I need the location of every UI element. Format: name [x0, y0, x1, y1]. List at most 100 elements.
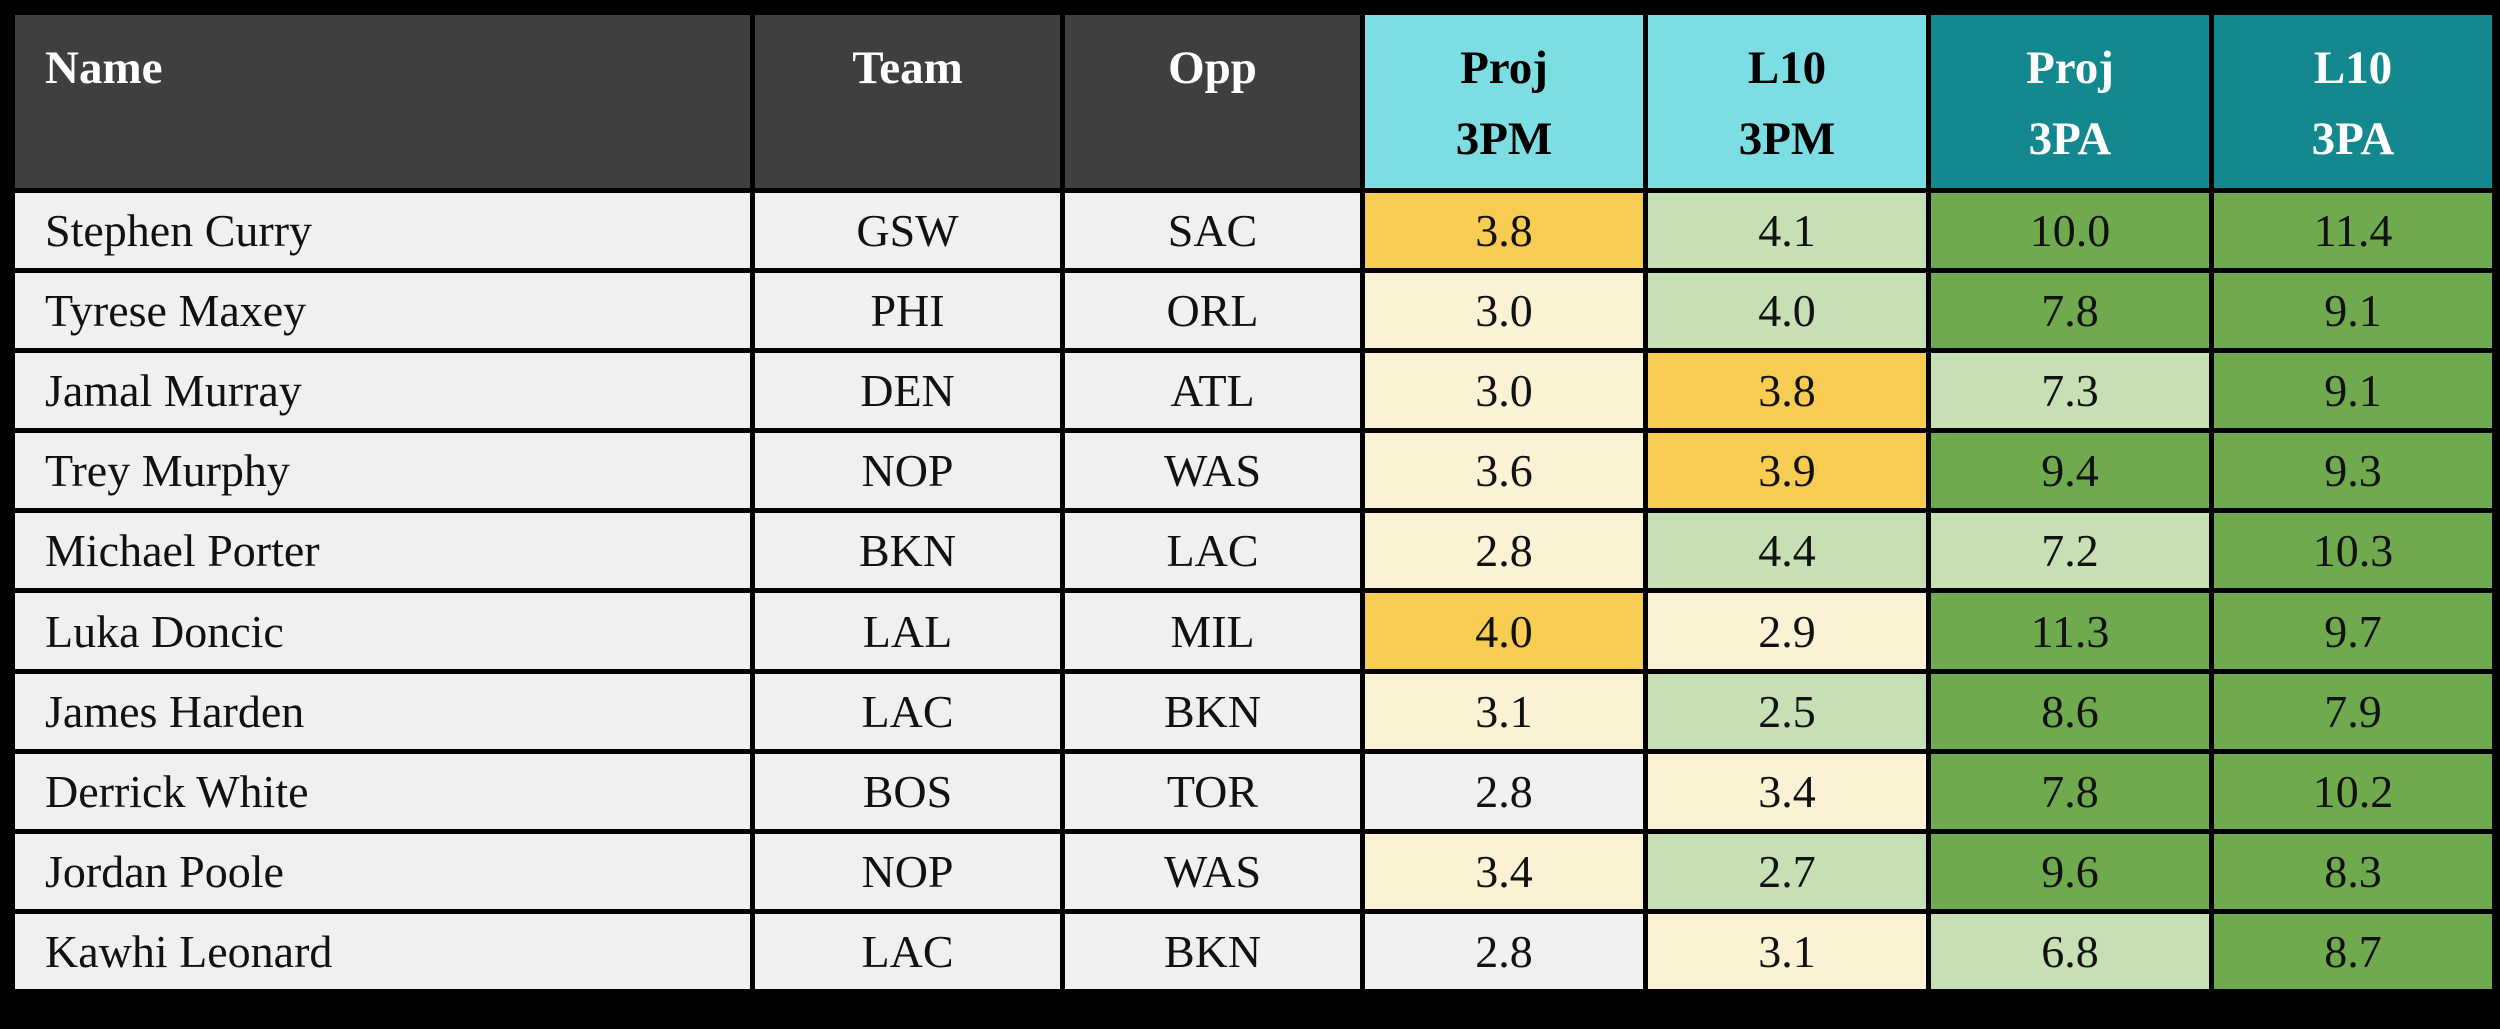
col-header-proj-3pa-line1: Proj	[2026, 42, 2114, 94]
team-cell: GSW	[750, 187, 1065, 274]
col-header-l10-3pm-line1: L10	[1747, 42, 1827, 94]
l10-3pm-cell: 3.9	[1643, 428, 1931, 514]
l10-3pa-cell: 9.1	[2209, 268, 2497, 354]
table-row: Luka Doncic LAL MIL 4.0 2.9 11.3 9.7	[10, 588, 2497, 674]
col-header-name-label: Name	[45, 42, 163, 94]
table-row: Trey Murphy NOP WAS 3.6 3.9 9.4 9.3	[10, 428, 2497, 514]
team-cell: BOS	[750, 748, 1065, 834]
table-row: Kawhi Leonard LAC BKN 2.8 3.1 6.8 8.7	[10, 908, 2497, 995]
player-stats-table: Name Team Opp Proj 3PM L10 3PM Proj	[10, 10, 2497, 995]
proj-3pm-cell: 4.0	[1360, 588, 1648, 674]
proj-3pa-cell: 7.3	[1926, 348, 2214, 434]
opp-cell: ATL	[1060, 348, 1365, 434]
proj-3pm-cell: 3.0	[1360, 268, 1648, 354]
col-header-team: Team	[750, 10, 1065, 193]
proj-3pm-cell: 3.0	[1360, 348, 1648, 434]
proj-3pm-cell: 2.8	[1360, 748, 1648, 834]
team-cell: LAC	[750, 908, 1065, 995]
l10-3pm-cell: 2.5	[1643, 668, 1931, 754]
player-name-cell: James Harden	[10, 668, 755, 754]
opp-cell: LAC	[1060, 508, 1365, 594]
team-cell: LAL	[750, 588, 1065, 674]
proj-3pa-cell: 7.8	[1926, 748, 2214, 834]
opp-cell: TOR	[1060, 748, 1365, 834]
l10-3pm-cell: 4.1	[1643, 187, 1931, 274]
player-name-cell: Stephen Curry	[10, 187, 755, 274]
l10-3pa-cell: 7.9	[2209, 668, 2497, 754]
opp-cell: BKN	[1060, 668, 1365, 754]
team-cell: DEN	[750, 348, 1065, 434]
table-row: James Harden LAC BKN 3.1 2.5 8.6 7.9	[10, 668, 2497, 754]
col-header-l10-3pm: L10 3PM	[1643, 10, 1931, 193]
proj-3pm-cell: 2.8	[1360, 908, 1648, 995]
l10-3pa-cell: 8.7	[2209, 908, 2497, 995]
player-name-cell: Jamal Murray	[10, 348, 755, 434]
player-name-cell: Tyrese Maxey	[10, 268, 755, 354]
player-name-cell: Derrick White	[10, 748, 755, 834]
proj-3pa-cell: 10.0	[1926, 187, 2214, 274]
l10-3pm-cell: 4.4	[1643, 508, 1931, 594]
col-header-opp: Opp	[1060, 10, 1365, 193]
team-cell: BKN	[750, 508, 1065, 594]
team-cell: PHI	[750, 268, 1065, 354]
proj-3pa-cell: 9.6	[1926, 828, 2214, 914]
table-row: Derrick White BOS TOR 2.8 3.4 7.8 10.2	[10, 748, 2497, 834]
team-cell: LAC	[750, 668, 1065, 754]
col-header-l10-3pa-line2: 3PA	[2311, 112, 2395, 165]
player-name-cell: Trey Murphy	[10, 428, 755, 514]
player-name-cell: Michael Porter	[10, 508, 755, 594]
l10-3pa-cell: 10.3	[2209, 508, 2497, 594]
l10-3pa-cell: 8.3	[2209, 828, 2497, 914]
proj-3pa-cell: 7.8	[1926, 268, 2214, 354]
player-name-cell: Jordan Poole	[10, 828, 755, 914]
table-row: Jamal Murray DEN ATL 3.0 3.8 7.3 9.1	[10, 348, 2497, 434]
player-name-cell: Kawhi Leonard	[10, 908, 755, 995]
team-cell: NOP	[750, 428, 1065, 514]
l10-3pm-cell: 2.9	[1643, 588, 1931, 674]
team-cell: NOP	[750, 828, 1065, 914]
proj-3pa-cell: 9.4	[1926, 428, 2214, 514]
l10-3pm-cell: 3.4	[1643, 748, 1931, 834]
proj-3pa-cell: 8.6	[1926, 668, 2214, 754]
opp-cell: ORL	[1060, 268, 1365, 354]
proj-3pa-cell: 7.2	[1926, 508, 2214, 594]
col-header-l10-3pa: L10 3PA	[2209, 10, 2497, 193]
proj-3pm-cell: 2.8	[1360, 508, 1648, 594]
proj-3pa-cell: 6.8	[1926, 908, 2214, 995]
l10-3pm-cell: 3.1	[1643, 908, 1931, 995]
opp-cell: WAS	[1060, 828, 1365, 914]
col-header-proj-3pa-line2: 3PA	[2028, 112, 2112, 165]
col-header-opp-label: Opp	[1168, 42, 1257, 94]
col-header-proj-3pm-line1: Proj	[1460, 42, 1548, 94]
proj-3pm-cell: 3.6	[1360, 428, 1648, 514]
opp-cell: WAS	[1060, 428, 1365, 514]
table-body: Stephen Curry GSW SAC 3.8 4.1 10.0 11.4 Tyrese …	[10, 187, 2497, 995]
l10-3pa-cell: 10.2	[2209, 748, 2497, 834]
l10-3pm-cell: 2.7	[1643, 828, 1931, 914]
proj-3pa-cell: 11.3	[1926, 588, 2214, 674]
col-header-name: Name	[10, 10, 755, 193]
opp-cell: MIL	[1060, 588, 1365, 674]
l10-3pa-cell: 9.7	[2209, 588, 2497, 674]
col-header-proj-3pm: Proj 3PM	[1360, 10, 1648, 193]
col-header-proj-3pm-line2: 3PM	[1455, 112, 1553, 165]
table-row: Michael Porter BKN LAC 2.8 4.4 7.2 10.3	[10, 508, 2497, 594]
col-header-team-label: Team	[852, 42, 963, 94]
header-row: Name Team Opp Proj 3PM L10 3PM Proj	[10, 10, 2497, 193]
col-header-proj-3pa: Proj 3PA	[1926, 10, 2214, 193]
l10-3pa-cell: 9.1	[2209, 348, 2497, 434]
proj-3pm-cell: 3.4	[1360, 828, 1648, 914]
opp-cell: SAC	[1060, 187, 1365, 274]
proj-3pm-cell: 3.8	[1360, 187, 1648, 274]
opp-cell: BKN	[1060, 908, 1365, 995]
proj-3pm-cell: 3.1	[1360, 668, 1648, 754]
l10-3pm-cell: 4.0	[1643, 268, 1931, 354]
l10-3pm-cell: 3.8	[1643, 348, 1931, 434]
table-row: Jordan Poole NOP WAS 3.4 2.7 9.6 8.3	[10, 828, 2497, 914]
l10-3pa-cell: 9.3	[2209, 428, 2497, 514]
table-row: Stephen Curry GSW SAC 3.8 4.1 10.0 11.4	[10, 187, 2497, 274]
player-name-cell: Luka Doncic	[10, 588, 755, 674]
table-row: Tyrese Maxey PHI ORL 3.0 4.0 7.8 9.1	[10, 268, 2497, 354]
l10-3pa-cell: 11.4	[2209, 187, 2497, 274]
